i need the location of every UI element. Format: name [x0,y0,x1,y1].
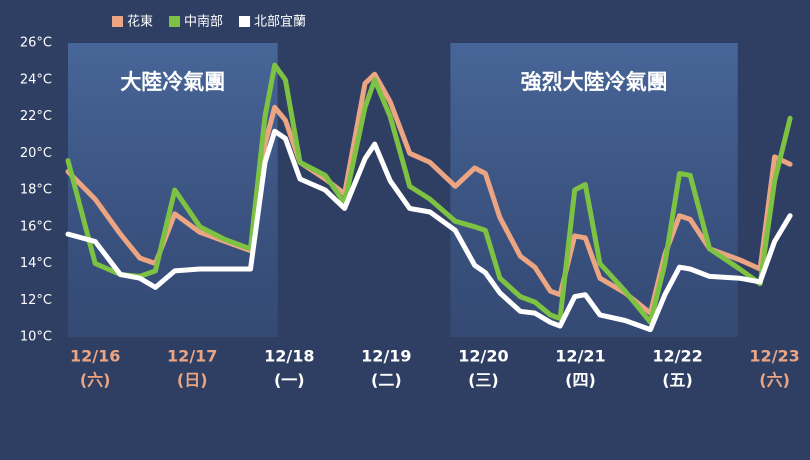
y-tick-label: 12°C [20,293,52,308]
x-tick-label: 12/17 [167,347,217,366]
y-tick-label: 26°C [20,36,52,51]
legend-swatch [239,16,251,27]
x-tick-weekday: (三) [468,371,499,390]
x-tick-label: 12/16 [70,347,120,366]
y-tick-label: 22°C [20,109,52,124]
legend-label: 北部宜蘭 [254,14,306,30]
x-tick-weekday: (一) [274,371,305,390]
region-label: 強烈大陸冷氣團 [521,70,668,94]
series-line [65,62,793,325]
x-tick-label: 12/22 [652,347,702,366]
x-tick-label: 12/23 [749,347,799,366]
legend-swatch [169,16,181,27]
x-tick-weekday: (四) [565,371,596,390]
x-tick-label: 12/21 [555,347,605,366]
y-tick-label: 16°C [20,219,52,234]
legend-label: 中南部 [184,14,223,30]
y-tick-label: 24°C [20,72,52,87]
y-tick-label: 14°C [20,256,52,271]
x-tick-weekday: (六) [80,371,111,390]
x-tick-weekday: (五) [662,371,693,390]
region-label: 大陸冷氣團 [120,70,225,94]
y-tick-label: 18°C [20,183,52,198]
x-tick-label: 12/19 [361,347,411,366]
y-tick-label: 20°C [20,146,52,161]
series-line [65,128,793,333]
x-tick-label: 12/20 [458,347,508,366]
x-tick-weekday: (六) [759,371,790,390]
x-tick-label: 12/18 [264,347,314,366]
y-tick-label: 10°C [20,330,52,345]
x-tick-weekday: (日) [177,371,208,390]
x-tick-weekday: (二) [371,371,402,390]
legend-label: 花東 [127,14,153,30]
legend-swatch [112,16,123,27]
